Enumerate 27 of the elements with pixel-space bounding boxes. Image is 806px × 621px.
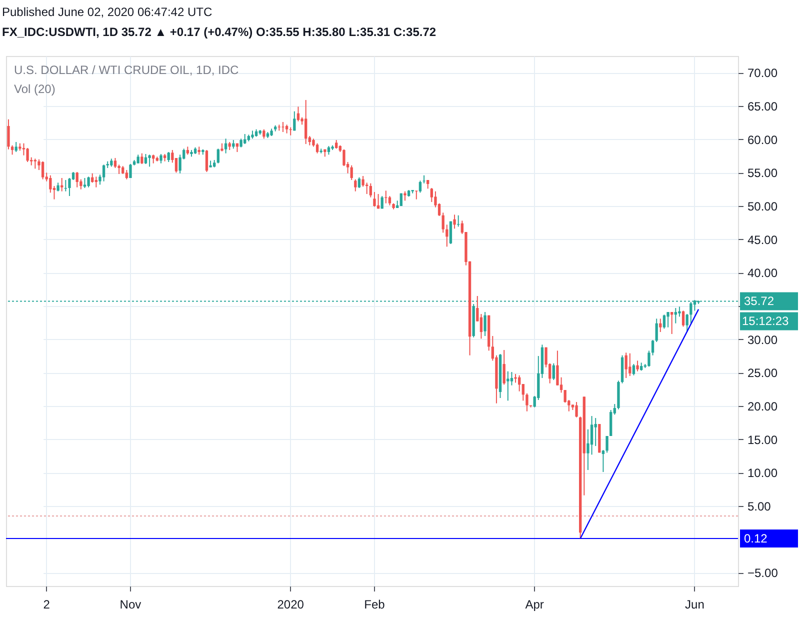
- ref-line-label: 35.72: [744, 294, 774, 308]
- x-tick-label: Feb: [364, 598, 386, 612]
- annotation: Vol (20): [14, 82, 56, 96]
- y-tick-label: 25.00: [748, 366, 778, 380]
- y-tick-label: 5.00: [748, 500, 772, 514]
- text: U.S. DOLLAR / WTI CRUDE OIL, 1D, IDC: [14, 63, 240, 77]
- y-tick-label: 30.00: [748, 332, 778, 347]
- y-tick-label: 60.00: [748, 132, 778, 147]
- x-tick-label: 2020: [277, 598, 304, 612]
- text: Published June 02, 2020 06:47:42 UTC: [2, 5, 212, 19]
- text: 15:12:23: [742, 314, 790, 328]
- x-tick-label: 2: [43, 598, 50, 612]
- ref-line-label: 0.12: [744, 532, 768, 546]
- y-tick-label: −5.00: [748, 566, 778, 580]
- y-tick-label: 15.00: [748, 432, 778, 447]
- y-tick-label: 70.00: [748, 66, 778, 80]
- y-tick-label: 40.00: [748, 266, 778, 280]
- y-tick-label: 45.00: [748, 232, 778, 247]
- x-tick-label: Apr: [525, 598, 544, 612]
- y-tick-label: 65.00: [748, 100, 778, 114]
- x-tick-label: Jun: [685, 598, 704, 612]
- y-tick-label: 50.00: [748, 200, 778, 214]
- x-tick-label: Nov: [120, 598, 142, 612]
- y-tick-label: 55.00: [748, 166, 778, 180]
- chart-title: FX_IDC:USDWTI, 1D 35.72 ▲ +0.17 (+0.47%) O:35.55 H:35.80 L:35.31 C:35.72: [2, 25, 436, 39]
- y-tick-label: 10.00: [748, 466, 778, 480]
- y-tick-label: 20.00: [748, 400, 778, 414]
